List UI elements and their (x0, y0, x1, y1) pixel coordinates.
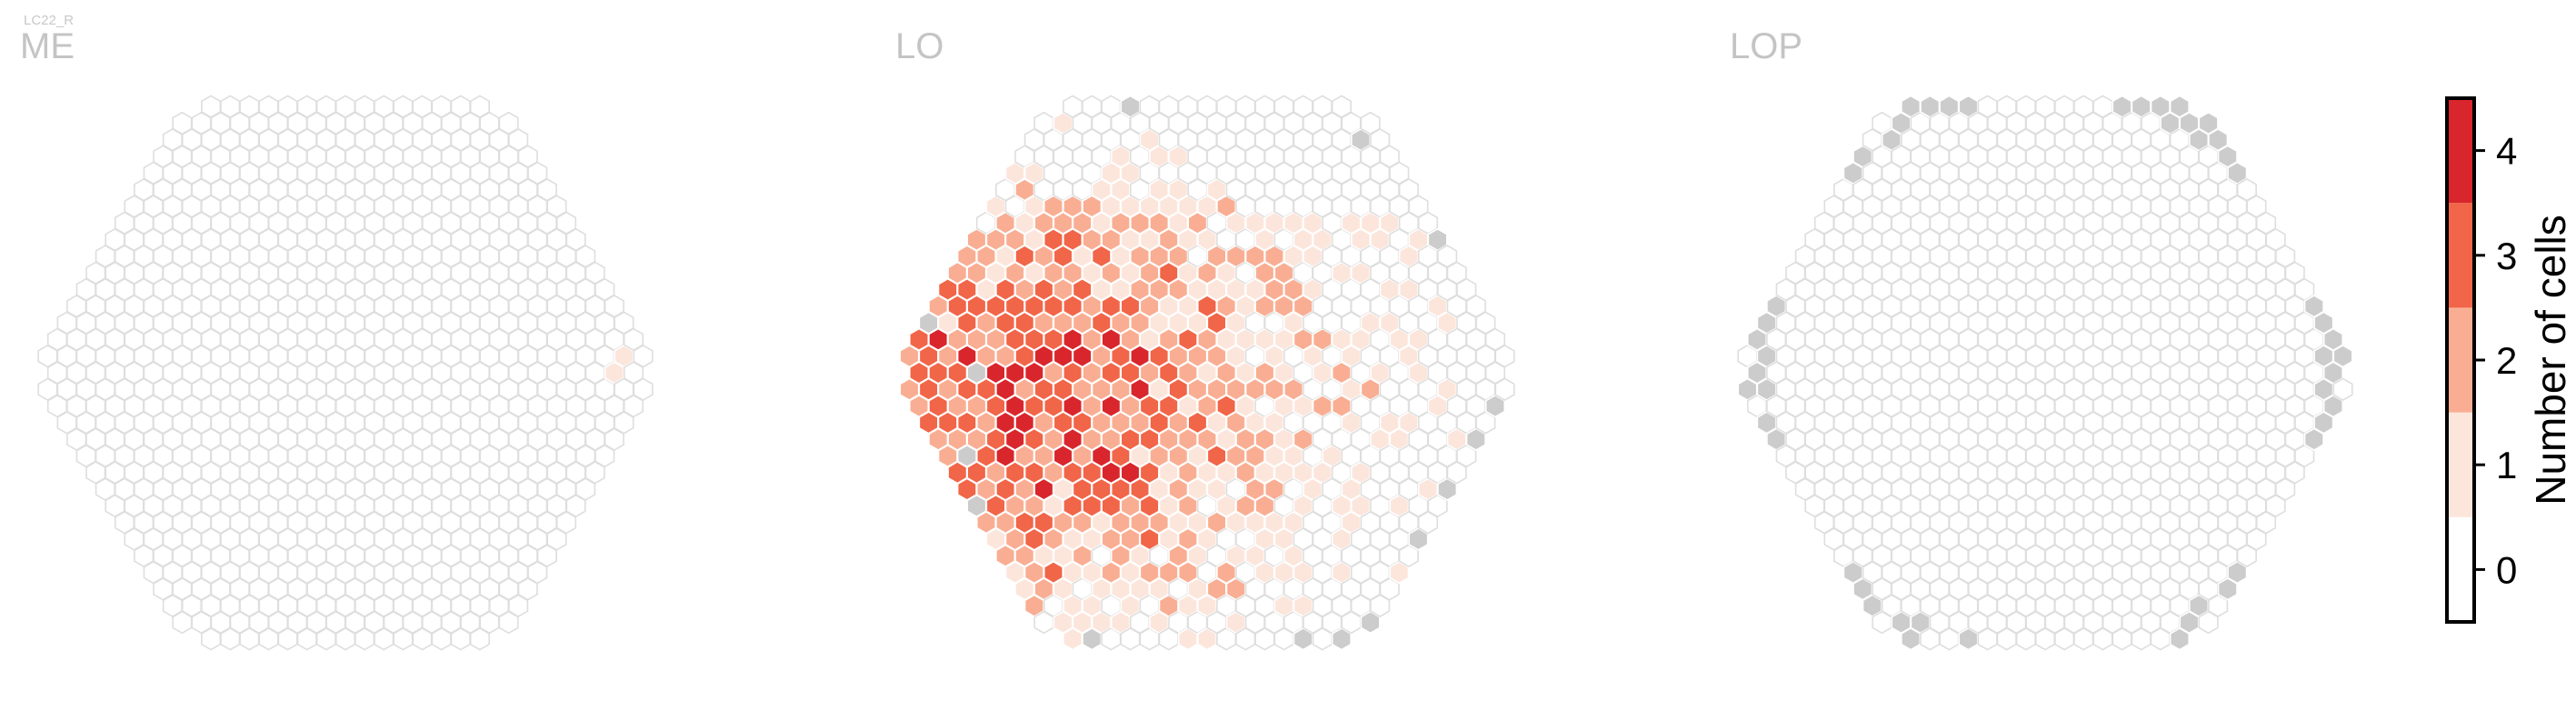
hex-cell (2332, 377, 2353, 402)
hex-cell (633, 344, 654, 368)
hex-grid-lo (899, 95, 1515, 651)
panel-title-me: ME (20, 26, 75, 66)
panel-title-lo: LO (895, 26, 944, 66)
colorbar-tick-label: 3 (2496, 235, 2517, 277)
panel-lo: LO (895, 26, 1515, 651)
hex-cell (1494, 377, 1515, 402)
hex-cell (1494, 344, 1515, 368)
hex-grid-me (37, 95, 654, 651)
panel-me: ME (20, 26, 654, 651)
panel-lop: LOP (1730, 26, 2353, 651)
colorbar-segment (2447, 516, 2474, 622)
colorbar-segment (2447, 307, 2474, 413)
hex-grid-lop (1737, 95, 2353, 651)
colorbar-ticks: 0 1 2 3 4 (2474, 130, 2517, 591)
colorbar-segments (2447, 98, 2474, 622)
colorbar-tick-label: 4 (2496, 130, 2517, 173)
panel-title-lop: LOP (1730, 26, 1802, 66)
colorbar-label: Number of cells (2527, 215, 2574, 506)
colorbar: 0 1 2 3 4 Number of cells (2445, 96, 2574, 624)
cell-type-label: LC22_R (24, 13, 74, 28)
colorbar-tick-label: 1 (2496, 444, 2517, 486)
colorbar-segment (2447, 203, 2474, 308)
hex-cell (633, 377, 654, 402)
colorbar-tick-label: 2 (2496, 339, 2517, 382)
colorbar-segment (2447, 412, 2474, 517)
colorbar-segment (2447, 98, 2474, 204)
colorbar-tick-label: 0 (2496, 548, 2517, 591)
hex-cell (2332, 344, 2353, 368)
